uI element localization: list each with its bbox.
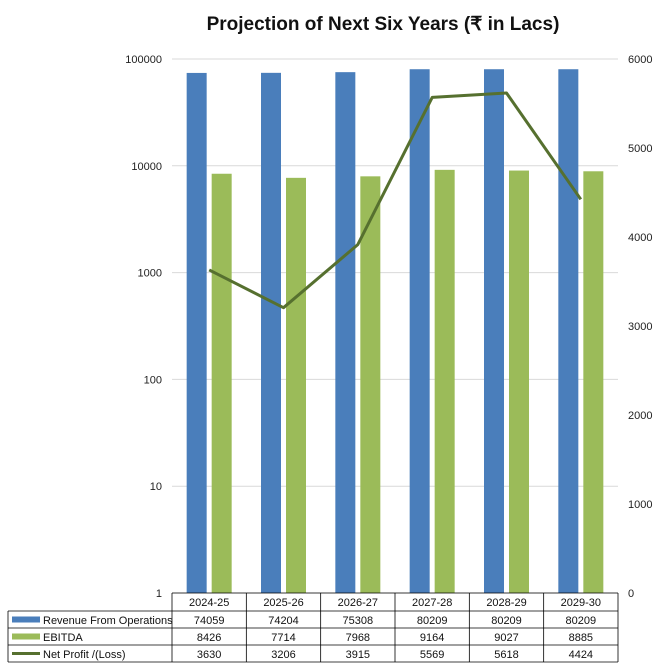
left-axis-ticks: 1 10 100 1000 10000 100000 xyxy=(125,54,162,600)
legend-label: EBITDA xyxy=(43,632,83,644)
right-tick-label: 2000 xyxy=(628,410,652,422)
bar-ebitda xyxy=(360,176,381,594)
data-label: 3206 xyxy=(271,649,295,661)
data-label: 3630 xyxy=(197,649,221,661)
bar-ebitda xyxy=(211,173,232,593)
data-label: 9164 xyxy=(420,632,444,644)
category-label: 2026-27 xyxy=(338,597,378,609)
right-axis-ticks: 0 1000 2000 3000 4000 5000 6000 xyxy=(628,54,652,600)
data-label: 80209 xyxy=(417,615,448,627)
category-label: 2024-25 xyxy=(189,597,229,609)
legend-label: Revenue From Operations xyxy=(43,615,173,627)
left-tick-label: 100000 xyxy=(125,54,162,66)
data-label: 80209 xyxy=(566,615,597,627)
right-tick-label: 1000 xyxy=(628,499,652,511)
bar-revenue-from-operations xyxy=(409,69,430,593)
line-series xyxy=(208,91,583,310)
legend-key xyxy=(12,616,40,623)
data-label: 80209 xyxy=(491,615,522,627)
bar-series xyxy=(186,69,604,594)
right-tick-label: 4000 xyxy=(628,232,652,244)
data-label: 75308 xyxy=(343,615,374,627)
bar-ebitda xyxy=(434,169,455,594)
left-tick-label: 10 xyxy=(150,481,162,493)
data-label: 74204 xyxy=(268,615,299,627)
gridlines xyxy=(172,58,618,594)
data-label: 8426 xyxy=(197,632,221,644)
category-label: 2029-30 xyxy=(561,597,601,609)
line-net-profit xyxy=(208,91,583,310)
bar-revenue-from-operations xyxy=(186,72,207,594)
bar-revenue-from-operations xyxy=(484,69,504,593)
data-label: 5618 xyxy=(494,649,518,661)
bar-ebitda xyxy=(286,177,306,593)
data-label: 5569 xyxy=(420,649,444,661)
data-table: 2024-25 2025-26 2026-27 2027-28 2028-29 2029-… xyxy=(7,592,619,663)
chart-title: Projection of Next Six Years (₹ in Lacs) xyxy=(207,14,560,35)
left-tick-label: 1000 xyxy=(138,268,162,280)
legend-label: Net Profit /(Loss) xyxy=(43,649,126,661)
left-tick-label: 1 xyxy=(156,588,162,600)
left-tick-label: 10000 xyxy=(131,161,162,173)
category-label: 2027-28 xyxy=(412,597,452,609)
data-label: 74059 xyxy=(194,615,225,627)
bar-revenue-from-operations xyxy=(558,69,579,593)
data-label: 7714 xyxy=(271,632,295,644)
category-label: 2025-26 xyxy=(263,597,303,609)
data-label: 7968 xyxy=(346,632,370,644)
bar-ebitda xyxy=(583,171,604,593)
right-tick-label: 6000 xyxy=(628,54,652,66)
data-label: 8885 xyxy=(569,632,593,644)
data-label: 3915 xyxy=(346,649,370,661)
legend-key xyxy=(12,633,40,640)
left-tick-label: 100 xyxy=(144,374,162,386)
bar-revenue-from-operations xyxy=(261,72,281,593)
right-tick-label: 5000 xyxy=(628,143,652,155)
right-tick-label: 0 xyxy=(628,588,634,600)
data-label: 9027 xyxy=(494,632,518,644)
category-label: 2028-29 xyxy=(486,597,526,609)
bar-ebitda xyxy=(509,170,529,593)
data-label: 4424 xyxy=(569,649,593,661)
right-tick-label: 3000 xyxy=(628,321,652,333)
bar-revenue-from-operations xyxy=(335,72,356,593)
